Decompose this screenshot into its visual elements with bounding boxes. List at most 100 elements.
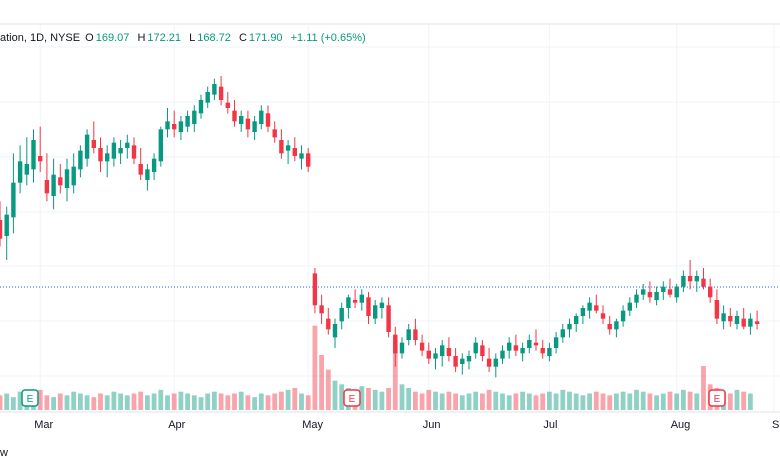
volume-bar [218,393,224,410]
volume-bar [185,393,190,410]
candle-body [178,121,184,132]
candle-body [319,305,324,314]
candle-body [84,134,90,159]
candle-body [446,348,452,356]
earnings-marker-box[interactable] [21,389,39,407]
open-value: 169.07 [95,32,130,44]
candle-body [393,334,398,354]
candle-body [332,324,338,338]
candle-body [259,110,264,124]
volume-bar [312,325,318,410]
candle-body [11,182,16,218]
volume-bar [748,393,753,410]
volume-bar [654,395,659,410]
volume-bar [285,389,291,410]
volume-bar [553,393,559,410]
candle-body [714,300,720,319]
volume-bar [520,391,525,410]
candle-body [165,121,170,130]
candle-body [111,142,117,159]
candle-body [701,278,706,287]
volume-bar [64,395,70,410]
volume-bar [11,397,16,410]
candle-body [466,356,472,362]
candle-body [339,308,344,322]
candle-body [118,148,123,154]
candle-body [667,289,673,295]
candle-body [641,289,646,295]
symbol-legend: ation, 1D, NYSE O 169.07 H 172.21 L 168.72 … [0,32,368,44]
candle-body [426,350,431,359]
volume-bar [198,397,204,410]
candle-body [285,145,291,151]
footer-text: w [0,447,8,459]
volume-bar [694,393,700,410]
candle-body [299,153,304,159]
time-tick-label: Aug [671,419,691,431]
volume-bar [191,395,197,410]
volume-bar [701,366,706,410]
volume-bar [526,393,532,410]
volume-bar [171,393,177,410]
candle-body [131,145,137,159]
volume-bar [279,391,284,410]
candle-body [553,337,559,348]
earnings-marker-box[interactable] [708,389,726,407]
candle-body [513,345,519,351]
volume-bar [131,393,137,410]
volume-bar [660,393,666,410]
volume-bar [392,340,398,410]
candle-body [312,273,318,306]
candle-body [205,92,210,103]
volume-bar [138,391,144,410]
candle-body [627,302,632,311]
candle-body [453,356,458,367]
volume-bar [258,393,264,410]
volume-bar [607,395,613,410]
volume-bar [151,393,157,410]
volume-bar [593,391,599,410]
candle-body [607,324,612,330]
volume-bar [486,389,492,410]
candle-body [754,321,760,324]
candle-body [634,294,639,303]
time-tick-label: Jun [423,419,441,431]
candle-body [198,100,204,114]
candle-body [661,286,666,292]
candle-body [212,84,217,95]
candle-body [17,161,23,183]
earnings-marker-box[interactable] [343,389,361,407]
candle-body [78,150,83,170]
volume-bar [145,395,150,410]
volume-bar [620,391,626,410]
volume-bar [506,395,512,410]
candle-body [239,116,244,124]
candle-body [31,140,36,170]
candle-body [279,140,284,154]
close-label: C [238,32,247,44]
volume-bar [178,391,184,410]
candle-body [734,316,740,324]
symbol-name[interactable]: ation, 1D, NYSE [0,32,81,44]
low-value: 168.72 [197,32,231,44]
volume-bar [158,389,164,410]
low-label: L [189,32,196,44]
candle-body [480,345,485,356]
volume-bar [0,395,3,410]
candle-body [138,164,143,175]
volume-bar [399,384,405,410]
time-tick-label: Jul [543,419,557,431]
volume-bar [513,393,519,410]
volume-bar [413,391,418,410]
volume-bar [687,391,693,410]
candle-body [741,318,746,327]
candle-body [721,313,726,322]
volume-bar [225,395,231,410]
candle-body [460,358,465,364]
time-tick-label: Mar [34,419,53,431]
volume-bar [104,395,110,410]
candle-body [192,110,197,124]
volume-bar [727,393,733,410]
